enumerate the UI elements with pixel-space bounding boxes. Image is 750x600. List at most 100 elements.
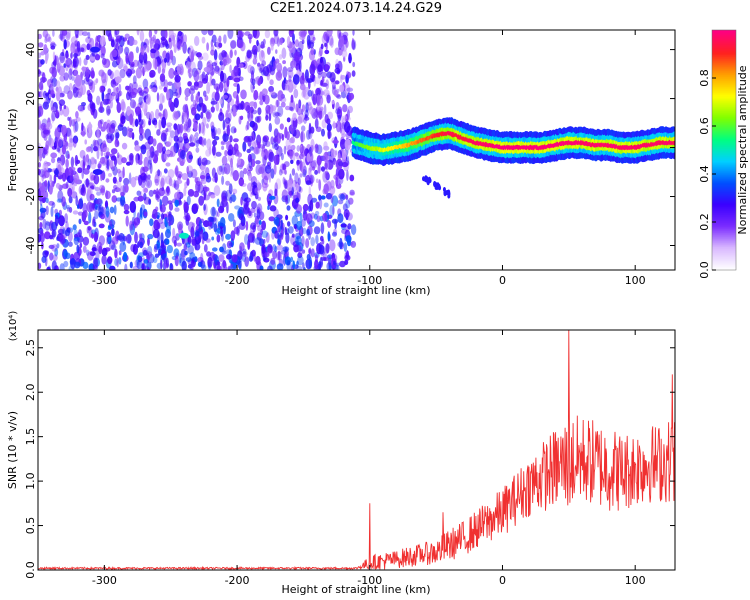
noise-cell <box>221 163 225 176</box>
noise-cell <box>221 175 225 185</box>
noise-cell <box>216 86 219 95</box>
noise-cell <box>142 249 148 256</box>
noise-cell <box>75 34 79 39</box>
noise-cell <box>288 125 292 132</box>
noise-cell <box>157 65 161 74</box>
noise-cell <box>75 111 79 119</box>
noise-cell <box>339 260 346 268</box>
noise-cell <box>143 211 148 217</box>
noise-cell <box>73 53 78 58</box>
noise-cell <box>91 184 96 190</box>
noise-cell <box>346 169 349 181</box>
noise-cell <box>78 218 82 225</box>
noise-cell <box>138 233 143 240</box>
noise-cell <box>115 92 120 104</box>
noise-cell <box>203 190 206 201</box>
noise-cell <box>195 147 200 153</box>
noise-cell <box>193 134 196 144</box>
noise-cell <box>331 253 338 263</box>
noise-cell <box>214 65 220 74</box>
noise-cell <box>202 52 209 61</box>
noise-cell <box>300 130 304 143</box>
noise-cell <box>168 37 172 43</box>
noise-cell <box>63 104 67 110</box>
noise-cell <box>42 218 47 230</box>
noise-cell <box>126 91 131 101</box>
noise-cell <box>95 78 99 84</box>
noise-cell <box>212 247 218 252</box>
noise-cell <box>250 222 256 230</box>
noise-cell <box>190 85 196 91</box>
noise-cell <box>229 49 233 59</box>
noise-cell <box>118 176 122 183</box>
noise-cell <box>307 103 313 111</box>
noise-cell <box>63 63 67 68</box>
noise-cell <box>45 197 49 204</box>
noise-cell <box>68 139 73 151</box>
noise-cell <box>61 183 69 189</box>
noise-cell <box>332 139 339 144</box>
noise-cell <box>276 37 281 47</box>
noise-cell <box>100 150 104 157</box>
noise-cell <box>81 102 86 107</box>
noise-cell <box>222 260 227 269</box>
noise-cell <box>160 232 164 244</box>
noise-cell <box>40 229 44 237</box>
noise-cell <box>257 196 261 201</box>
noise-cell <box>143 259 149 264</box>
noise-cell <box>154 174 160 186</box>
noise-cell <box>230 39 237 49</box>
noise-cell <box>138 133 144 142</box>
noise-cell <box>79 57 82 67</box>
noise-cell <box>56 243 60 249</box>
noise-cell <box>118 35 125 48</box>
noise-cell <box>82 236 90 246</box>
noise-cell <box>216 261 221 266</box>
noise-cell <box>259 63 265 73</box>
noise-cell <box>301 249 306 254</box>
noise-cell <box>80 84 86 96</box>
noise-cell <box>213 185 221 197</box>
noise-cell <box>352 30 355 36</box>
noise-cell <box>54 169 59 176</box>
noise-cell <box>273 154 279 165</box>
noise-cell <box>335 108 341 115</box>
noise-cell <box>46 221 52 226</box>
noise-cell <box>282 176 286 185</box>
noise-cell <box>205 175 212 183</box>
noise-cell <box>109 206 115 214</box>
noise-cell <box>296 145 301 152</box>
noise-cell <box>277 90 284 102</box>
noise-cell <box>161 130 168 138</box>
noise-cell <box>309 63 316 76</box>
noise-cell <box>79 149 86 159</box>
noise-cell <box>67 187 73 197</box>
noise-cell <box>246 120 250 130</box>
noise-cell <box>114 128 120 141</box>
noise-cell <box>243 167 248 175</box>
noise-cell <box>63 72 69 81</box>
noise-cell <box>238 222 246 231</box>
noise-cell <box>345 39 349 49</box>
noise-cell <box>320 166 326 172</box>
noise-cell <box>64 213 68 224</box>
noise-cell <box>102 98 109 106</box>
noise-cell <box>161 254 166 260</box>
noise-cell <box>237 152 242 158</box>
noise-cell <box>174 75 181 83</box>
hot-spot <box>90 46 101 53</box>
noise-cell <box>218 205 225 214</box>
noise-cell <box>325 79 330 90</box>
noise-cell <box>231 69 235 81</box>
noise-cell <box>38 262 42 269</box>
noise-cell <box>341 228 348 234</box>
noise-cell <box>239 170 245 180</box>
noise-cell <box>324 114 329 124</box>
noise-cell <box>286 131 290 141</box>
noise-cell <box>167 169 175 179</box>
noise-cell <box>77 204 80 209</box>
noise-cell <box>213 49 218 61</box>
noise-cell <box>295 197 300 204</box>
noise-cell <box>268 112 272 122</box>
noise-cell <box>229 64 232 74</box>
